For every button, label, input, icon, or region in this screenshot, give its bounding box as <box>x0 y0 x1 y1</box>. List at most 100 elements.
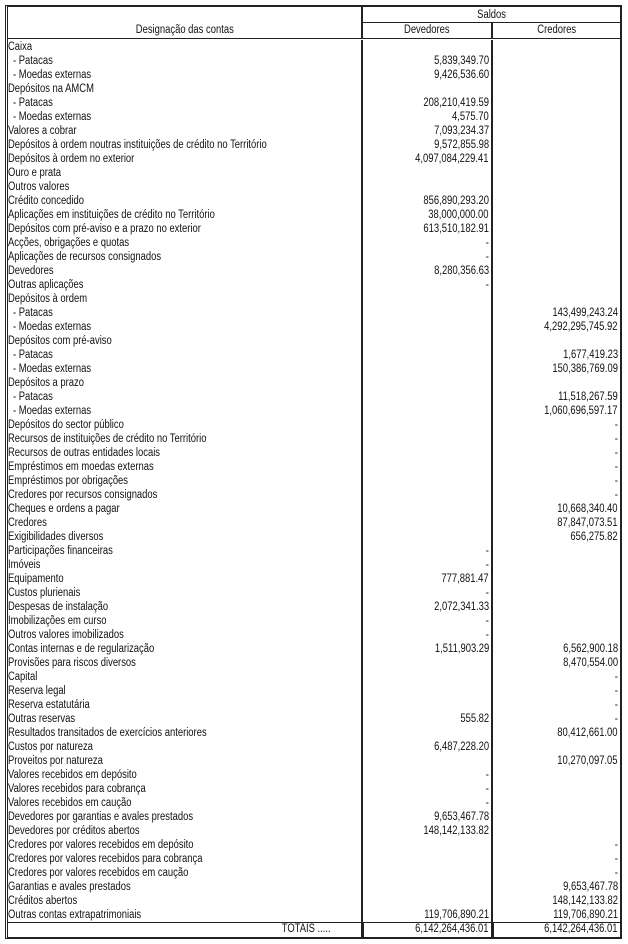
account-name: Acções, obrigações e quotas <box>8 237 130 249</box>
credit-value: - <box>614 671 618 683</box>
debit-value-cell: - <box>363 236 493 250</box>
account-name-cell: Custos por natureza <box>8 740 363 754</box>
totals-credit-cell: 6,142,264,436.01 <box>493 923 620 937</box>
table-body: Caixa - Patacas 5,839,349.70- Moedas exter… <box>8 39 620 922</box>
credit-value-cell: - <box>493 838 620 852</box>
debit-value: - <box>485 559 489 571</box>
account-name-cell: Depósitos na AMCM <box>8 82 363 96</box>
debit-value-cell <box>363 880 493 894</box>
account-name-cell: Participações financeiras <box>8 544 363 558</box>
account-name: Crédito concedido <box>8 195 85 207</box>
account-name: Equipamento <box>8 573 64 585</box>
account-name-cell: - Patacas <box>8 54 363 68</box>
account-name: Garantias e avales prestados <box>8 881 131 893</box>
account-name: Outros valores imobilizados <box>8 629 124 641</box>
credit-value: 80,412,661.00 <box>557 727 618 739</box>
debit-value-cell <box>363 656 493 670</box>
account-name: Devedores por garantias e avales prestad… <box>8 811 194 823</box>
table-row: Equipamento 777,881.47 <box>8 572 620 586</box>
credit-value-cell: 11,518,267.59 <box>493 390 620 404</box>
credit-value-cell <box>493 124 620 138</box>
table-row: - Patacas 143,499,243.24 <box>8 306 620 320</box>
account-name: Credores <box>8 517 47 529</box>
debit-value-cell: 856,890,293.20 <box>363 194 493 208</box>
debit-value: - <box>485 251 489 263</box>
credit-value: - <box>614 713 618 725</box>
debit-value-cell: 208,210,419.59 <box>363 96 493 110</box>
table-row: Credores por valores recebidos para cobr… <box>8 852 620 866</box>
account-name: Contas internas e de regularização <box>8 643 155 655</box>
credit-value: 656,275.82 <box>570 531 618 543</box>
debit-value: - <box>485 615 489 627</box>
credit-value-cell <box>493 278 620 292</box>
debit-value: 7,093,234.37 <box>433 125 489 137</box>
credit-value: 1,060,696,597.17 <box>544 405 618 417</box>
table-row: - Moedas externas 4,292,295,745.92 <box>8 320 620 334</box>
account-name-cell: Devedores por garantias e avales prestad… <box>8 810 363 824</box>
account-name: Credores por recursos consignados <box>8 489 158 501</box>
credit-value-cell: 148,142,133.82 <box>493 894 620 908</box>
debit-value-cell <box>363 838 493 852</box>
table-row: - Patacas 1,677,419.23 <box>8 348 620 362</box>
account-name: Depósitos com pré-aviso <box>8 335 112 347</box>
debit-value-cell <box>363 390 493 404</box>
credit-value-cell <box>493 96 620 110</box>
account-name-cell: Contas internas e de regularização <box>8 642 363 656</box>
totals-debit: 6,142,264,436.01 <box>415 923 489 935</box>
table-row: Devedores por garantias e avales prestad… <box>8 810 620 824</box>
account-name-cell: Empréstimos em moedas externas <box>8 460 363 474</box>
table-row: Aplicações em instituições de crédito no… <box>8 208 620 222</box>
table-row: Depósitos à ordem no exterior 4,097,084,2… <box>8 152 620 166</box>
account-name: Recursos de outras entidades locais <box>8 447 161 459</box>
credit-value-cell: - <box>493 474 620 488</box>
table-row: Depósitos a prazo <box>8 376 620 390</box>
balances-label: Saldos <box>477 9 506 21</box>
table-row: - Patacas 5,839,349.70 <box>8 54 620 68</box>
table-row: Garantias e avales prestados 9,653,467.78 <box>8 880 620 894</box>
account-name: Recursos de instituições de crédito no T… <box>8 433 207 445</box>
credit-value-cell <box>493 82 620 96</box>
table-row: Devedores 8,280,356.63 <box>8 264 620 278</box>
table-row: Imobilizações em curso - <box>8 614 620 628</box>
account-name-cell: Depósitos com pré-aviso e a prazo no ext… <box>8 222 363 236</box>
header-row: Designação das contas Devedores Credores <box>8 23 620 39</box>
table-row: Credores 87,847,073.51 <box>8 516 620 530</box>
debit-value: 4,575.70 <box>452 111 489 123</box>
credit-value-cell: 119,706,890.21 <box>493 908 620 922</box>
table-row: Capital - <box>8 670 620 684</box>
credit-value-cell: 10,270,097.05 <box>493 754 620 768</box>
credit-value-cell <box>493 180 620 194</box>
account-name-cell: Credores <box>8 516 363 530</box>
debit-value-cell: 2,072,341.33 <box>363 600 493 614</box>
debit-value-cell: 4,575.70 <box>363 110 493 124</box>
credit-value-cell <box>493 796 620 810</box>
debit-value: 2,072,341.33 <box>433 601 489 613</box>
table-row: Ouro e prata <box>8 166 620 180</box>
account-name: Imobilizações em curso <box>8 615 107 627</box>
debit-value-cell <box>363 418 493 432</box>
credit-value-cell <box>493 54 620 68</box>
account-name: Capital <box>8 671 38 683</box>
account-name-cell: Capital <box>8 670 363 684</box>
credit-value-cell: - <box>493 460 620 474</box>
account-name-cell: Provisões para riscos diversos <box>8 656 363 670</box>
account-name-cell: Outras reservas <box>8 712 363 726</box>
table-row: Depósitos com pré-aviso e a prazo no ext… <box>8 222 620 236</box>
account-name-cell: Ouro e prata <box>8 166 363 180</box>
account-name: Valores recebidos em depósito <box>8 769 137 781</box>
credit-value-cell: 10,668,340.40 <box>493 502 620 516</box>
credit-value-cell <box>493 166 620 180</box>
table-row: - Moedas externas 1,060,696,597.17 <box>8 404 620 418</box>
table-row: Custos por natureza 6,487,228.20 <box>8 740 620 754</box>
credit-value: 148,142,133.82 <box>552 895 618 907</box>
credit-value: 150,386,769.09 <box>552 363 618 375</box>
credit-value-cell <box>493 68 620 82</box>
debit-value-cell: 9,426,536.60 <box>363 68 493 82</box>
credit-value-cell <box>493 600 620 614</box>
table-row: Credores por valores recebidos em caução… <box>8 866 620 880</box>
table-row: - Moedas externas 150,386,769.09 <box>8 362 620 376</box>
account-name-cell: - Patacas <box>8 306 363 320</box>
account-name: Valores recebidos para cobrança <box>8 783 146 795</box>
debit-value: 5,839,349.70 <box>433 55 489 67</box>
debit-value-cell: - <box>363 628 493 642</box>
